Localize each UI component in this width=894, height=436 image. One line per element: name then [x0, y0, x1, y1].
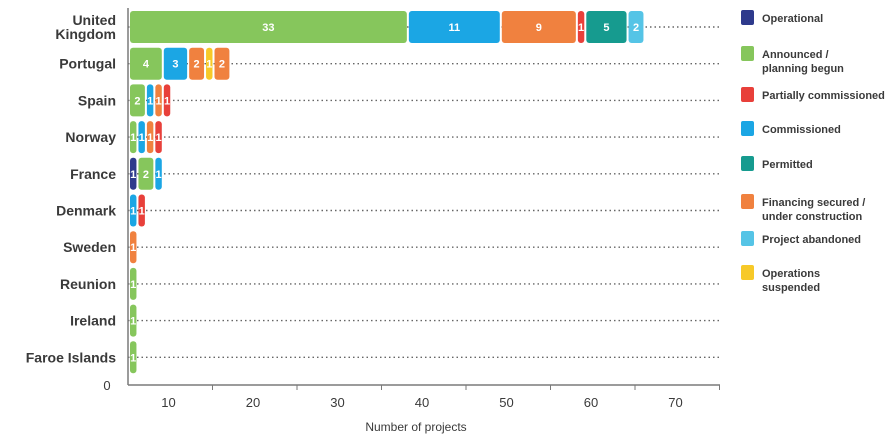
- bar-segment-announced: [138, 157, 154, 190]
- legend-label-suspended: Operations suspended: [762, 268, 820, 294]
- x-tick-label: 70: [668, 395, 682, 410]
- bar-value-label: 4: [143, 59, 150, 71]
- bar-value-label: 1: [578, 22, 584, 34]
- legend: Operational Announced / planning begun Part…: [741, 10, 885, 294]
- bar-value-label: 3: [172, 59, 178, 71]
- bar-value-label: 1: [206, 59, 212, 71]
- x-tick-label: 40: [415, 395, 429, 410]
- legend-swatch-abandoned: [741, 231, 754, 246]
- bar-segment-commissioned: [408, 11, 500, 43]
- x-tick-label: 30: [330, 395, 344, 410]
- legend-swatch-permitted: [741, 156, 754, 171]
- category-label: Spain: [78, 92, 116, 108]
- bar-segment-announced: [130, 267, 137, 300]
- bar-segment-announced: [130, 341, 137, 374]
- category-label: Sweden: [63, 239, 116, 255]
- legend-swatch-partially: [741, 87, 754, 102]
- category-label: United Kingdom: [55, 12, 116, 42]
- bar-segment-operational: [130, 157, 137, 190]
- bar-segment-announced: [130, 121, 137, 154]
- category-label: Ireland: [70, 313, 116, 329]
- bar-segment-financing: [501, 11, 576, 43]
- bar-value-label: 1: [147, 132, 153, 144]
- category-label: France: [70, 166, 116, 182]
- x-axis: 0 Number of projects 10 20 30 40 50 60 70: [103, 8, 720, 434]
- bar-segment-announced: [130, 47, 162, 80]
- bar-value-label: 5: [603, 22, 609, 34]
- bar-segment-partially: [163, 84, 171, 117]
- legend-label-commissioned: Commissioned: [762, 124, 841, 136]
- bar-value-label: 2: [219, 59, 225, 71]
- bar-value-label: 1: [156, 132, 162, 144]
- legend-swatch-suspended: [741, 265, 754, 280]
- bar-value-label: 2: [633, 22, 639, 34]
- legend-swatch-financing: [741, 194, 754, 209]
- bar-value-label: 1: [156, 169, 162, 181]
- bar-segment-financing: [130, 231, 137, 264]
- bar-value-label: 2: [194, 59, 200, 71]
- bar-segment-partially: [138, 194, 145, 227]
- legend-label-permitted: Permitted: [762, 159, 813, 171]
- bar-value-label: 1: [147, 95, 153, 107]
- bar-segment-commissioned: [130, 194, 137, 227]
- bar-segment-financing: [189, 47, 205, 80]
- category-label: Portugal: [59, 56, 116, 72]
- category-labels: United Kingdom Portugal Spain Norway France De…: [26, 12, 116, 365]
- legend-swatch-operational: [741, 10, 754, 25]
- bar-segment-partially: [155, 121, 162, 154]
- legend-label-abandoned: Project abandoned: [762, 234, 861, 246]
- bar-value-label: 1: [130, 316, 136, 328]
- bar-segment-commissioned: [155, 157, 162, 190]
- category-label: Reunion: [60, 276, 116, 292]
- category-label: Faroe Islands: [26, 349, 116, 365]
- bar-value-label: 1: [130, 169, 136, 181]
- x-axis-title: Number of projects: [365, 420, 466, 434]
- x-tick-label: 10: [161, 395, 175, 410]
- x-tick-label: 60: [584, 395, 598, 410]
- bar-segment-announced: [130, 11, 407, 43]
- bar-segment-announced: [130, 84, 145, 117]
- bar-value-label: 11: [449, 22, 461, 34]
- bar-segment-announced: [130, 304, 137, 337]
- bar-segment-commissioned: [163, 47, 188, 80]
- bar-value-label: 1: [164, 95, 170, 107]
- category-label: Denmark: [56, 203, 116, 219]
- bar-value-label: 1: [130, 132, 136, 144]
- bar-value-label: 1: [130, 206, 136, 218]
- x-tick-label: 50: [499, 395, 513, 410]
- x-tick-label-zero: 0: [103, 378, 110, 393]
- legend-label-announced: Announced / planning begun: [762, 49, 844, 75]
- bar-value-label: 2: [143, 169, 149, 181]
- bar-segment-suspended: [206, 47, 213, 80]
- bar-value-label: 1: [130, 242, 136, 254]
- category-label: Norway: [65, 129, 116, 145]
- bar-value-label: 1: [139, 206, 145, 218]
- bar-value-label: 33: [262, 22, 274, 34]
- bar-segment-partially: [577, 11, 585, 43]
- x-tick-label: 20: [246, 395, 260, 410]
- bar-segment-financing: [214, 47, 230, 80]
- bar-segment-financing: [146, 121, 154, 154]
- bar-value-label: 1: [139, 132, 145, 144]
- legend-swatch-announced: [741, 46, 754, 61]
- bar-segment-financing: [155, 84, 162, 117]
- bar-segment-commissioned: [138, 121, 145, 154]
- bar-value-label: 2: [134, 95, 140, 107]
- bar-segment-permitted: [586, 11, 627, 43]
- bar-value-label: 1: [130, 279, 136, 291]
- bar-value-label: 1: [156, 95, 162, 107]
- bar-segment-commissioned: [146, 84, 154, 117]
- bar-value-label: 9: [536, 22, 542, 34]
- legend-label-operational: Operational: [762, 13, 823, 25]
- bar-value-label: 1: [130, 352, 136, 364]
- legend-label-partially: Partially commissioned: [762, 90, 885, 102]
- legend-swatch-commissioned: [741, 121, 754, 136]
- bar-segment-abandoned: [628, 11, 644, 43]
- legend-label-financing: Financing secured / under construction: [762, 197, 865, 223]
